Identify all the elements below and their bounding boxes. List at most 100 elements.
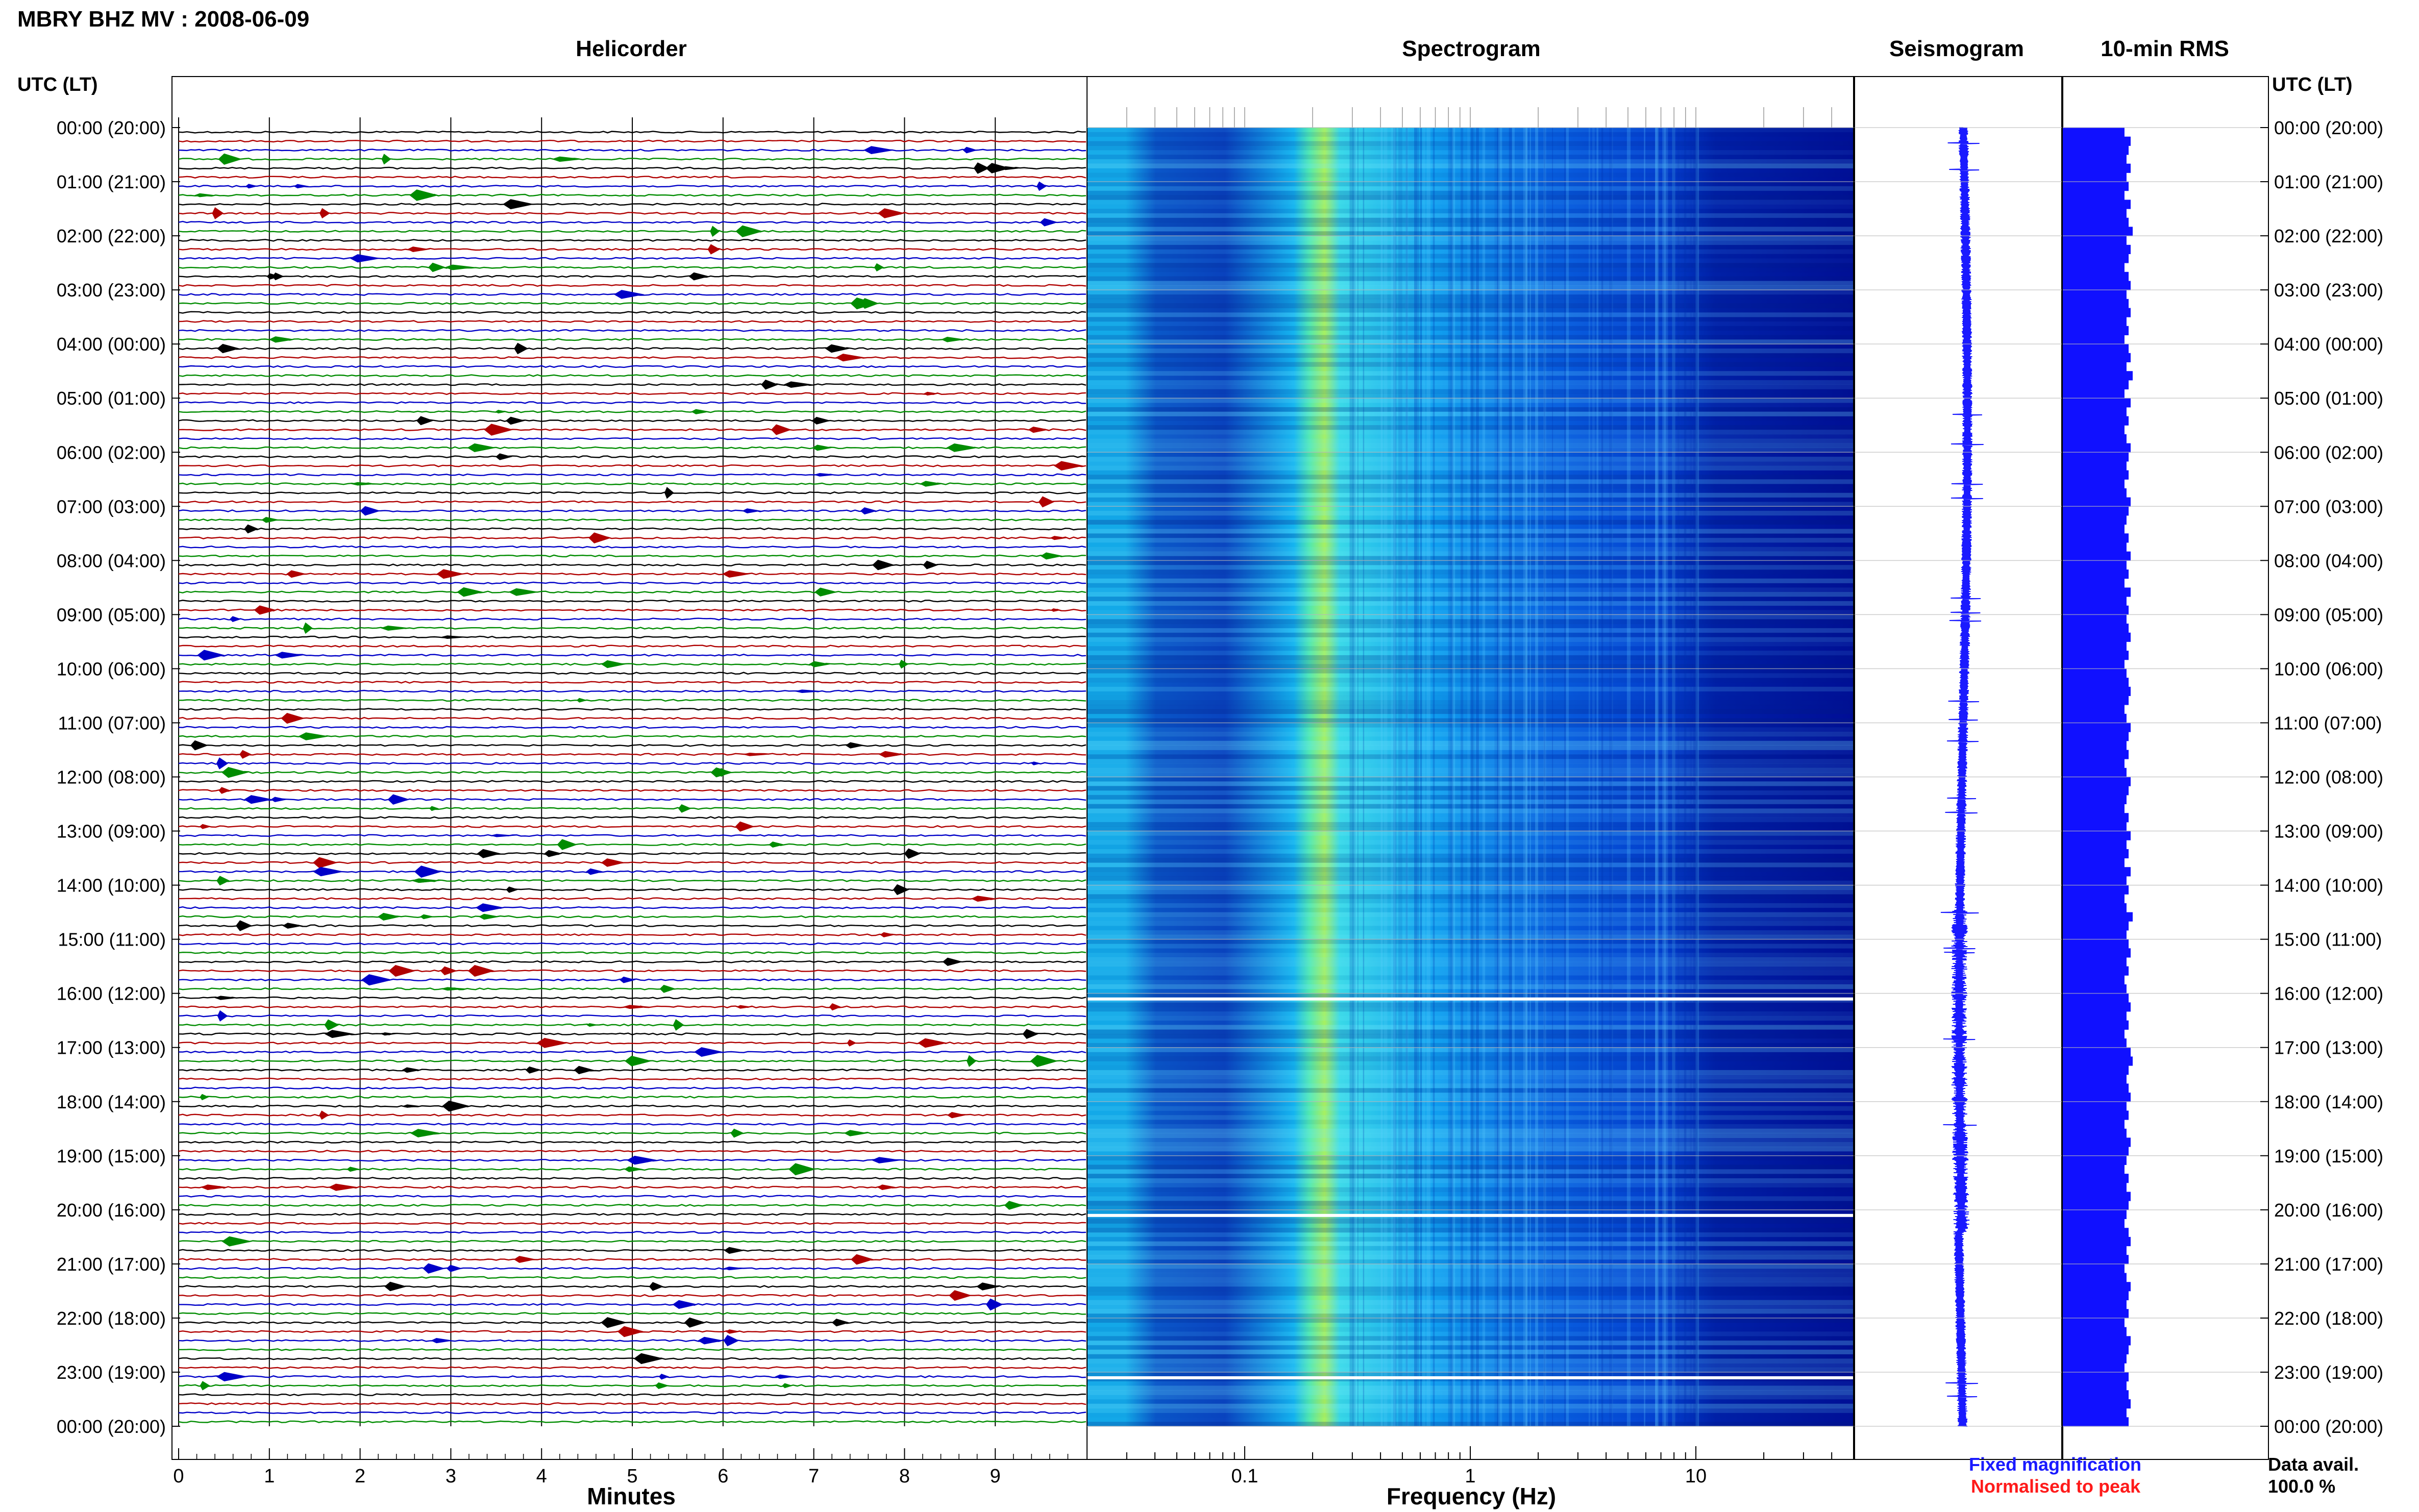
spectrogram-row-stripe bbox=[1087, 845, 1854, 849]
helicorder-trace bbox=[178, 1123, 1087, 1126]
spectrogram-row-stripe bbox=[1087, 587, 1854, 592]
spectrogram-row-stripe bbox=[1087, 132, 1854, 137]
helicorder-event bbox=[381, 154, 391, 165]
spectrogram-row-stripe bbox=[1087, 1142, 1854, 1147]
helicorder-event bbox=[431, 1338, 454, 1344]
rms-bar bbox=[2063, 515, 2127, 525]
helicorder-trace bbox=[178, 185, 1087, 188]
spectrogram-row-stripe bbox=[1087, 506, 1854, 511]
minute-tick-label: 9 bbox=[990, 1466, 1001, 1487]
spectrogram-row-stripe bbox=[1087, 1228, 1854, 1233]
helicorder-trace bbox=[178, 247, 1087, 251]
rms-bar bbox=[2063, 614, 2127, 624]
helicorder-event bbox=[825, 344, 851, 353]
helicorder-event bbox=[723, 1267, 747, 1271]
helicorder-trace bbox=[178, 1096, 1087, 1099]
spectrogram-row-stripe bbox=[1087, 407, 1854, 412]
spectrogram-row-stripe bbox=[1087, 1232, 1854, 1237]
spectrogram-row-stripe bbox=[1087, 1403, 1854, 1408]
time-label-right: 01:00 (21:00) bbox=[2274, 171, 2383, 192]
helicorder-event bbox=[484, 424, 514, 436]
helicorder-trace bbox=[178, 888, 1087, 891]
spectrogram-row-stripe bbox=[1087, 1331, 1854, 1336]
spectrogram-row-stripe bbox=[1087, 155, 1854, 160]
helicorder-event bbox=[735, 225, 763, 237]
rms-bar bbox=[2063, 849, 2129, 859]
helicorder-event bbox=[503, 199, 535, 210]
rms-bar bbox=[2063, 1093, 2131, 1102]
helicorder-event bbox=[1050, 536, 1068, 540]
spectrogram-row-stripe bbox=[1087, 393, 1854, 399]
helicorder-event bbox=[673, 1019, 684, 1031]
helicorder-event bbox=[863, 146, 895, 154]
helicorder-event bbox=[467, 443, 497, 452]
rms-bar bbox=[2063, 362, 2127, 371]
helicorder-event bbox=[723, 1335, 739, 1347]
rms-bar bbox=[2063, 271, 2129, 281]
spectrogram-row-stripe bbox=[1087, 984, 1854, 989]
helicorder-trace bbox=[178, 780, 1087, 783]
helicorder-event bbox=[423, 1263, 446, 1274]
helicorder-trace bbox=[178, 148, 1087, 152]
helicorder-event bbox=[678, 804, 692, 813]
rms-bar bbox=[2063, 696, 2129, 705]
spectrogram-row-stripe bbox=[1087, 1300, 1854, 1305]
helicorder-trace bbox=[179, 708, 1087, 711]
helicorder-trace bbox=[178, 536, 1087, 539]
minute-tick-label: 1 bbox=[264, 1466, 275, 1487]
spectrogram-row-stripe bbox=[1087, 767, 1854, 773]
spectrogram-row-stripe bbox=[1087, 574, 1854, 579]
helicorder-event bbox=[742, 508, 762, 513]
spectrogram-data-gap bbox=[1087, 1213, 1854, 1217]
rms-panel bbox=[2062, 76, 2269, 1460]
spectrogram-row-stripe bbox=[1087, 646, 1854, 651]
helicorder-trace bbox=[178, 789, 1087, 792]
helicorder-trace bbox=[178, 906, 1087, 909]
spectrogram-row-stripe bbox=[1087, 822, 1854, 827]
helicorder-event bbox=[478, 913, 500, 920]
helicorder-trace bbox=[178, 1222, 1087, 1225]
helicorder-event bbox=[244, 524, 259, 534]
bottom-axes: 0 1 2 3 4 5 6 7 8 9 bbox=[173, 1448, 1069, 1487]
spectrogram-row-stripe bbox=[1087, 961, 1854, 966]
helicorder-trace bbox=[178, 933, 1087, 936]
rms-bar bbox=[2063, 668, 2127, 678]
spectrogram-row-stripe bbox=[1087, 1015, 1854, 1021]
rms-bar bbox=[2063, 1336, 2131, 1346]
spectrogram-row-stripe bbox=[1087, 1219, 1854, 1224]
helicorder-trace bbox=[178, 762, 1087, 765]
rms-bar bbox=[2063, 1147, 2129, 1156]
helicorder-trace bbox=[179, 699, 1087, 702]
rms-bar bbox=[2063, 957, 2127, 967]
helicorder-event bbox=[286, 570, 307, 578]
spectrogram-row-stripe bbox=[1087, 547, 1854, 552]
spectrogram-row-stripe bbox=[1087, 921, 1854, 926]
time-label-right: 12:00 (08:00) bbox=[2274, 767, 2383, 788]
spectrogram-row-stripe bbox=[1087, 438, 1854, 443]
spectrogram-row-stripe bbox=[1087, 880, 1854, 885]
spectrogram-row-stripe bbox=[1087, 682, 1854, 687]
spectrogram-row-stripe bbox=[1087, 344, 1854, 349]
helicorder-trace bbox=[178, 672, 1087, 675]
helicorder-event bbox=[508, 588, 540, 596]
rms-bar bbox=[2063, 912, 2133, 922]
spectrogram-data-gap bbox=[1087, 1376, 1854, 1379]
helicorder-event bbox=[236, 920, 253, 931]
time-label-left: 17:00 (13:00) bbox=[57, 1037, 166, 1058]
spectrogram-row-stripe bbox=[1087, 497, 1854, 502]
helicorder-trace bbox=[178, 193, 1087, 197]
helicorder-event bbox=[328, 1183, 359, 1191]
spectrogram-row-stripe bbox=[1087, 1052, 1854, 1057]
helicorder-event bbox=[1054, 461, 1084, 470]
rms-bar bbox=[2063, 136, 2131, 146]
helicorder-event bbox=[245, 184, 258, 189]
helicorder-event bbox=[268, 336, 295, 343]
helicorder-trace bbox=[178, 1321, 1087, 1324]
spectrogram-row-stripe bbox=[1087, 826, 1854, 831]
rms-bar bbox=[2063, 813, 2129, 823]
spectrogram-row-stripe bbox=[1087, 727, 1854, 732]
helicorder-event bbox=[199, 824, 212, 829]
spectrogram-row-stripe bbox=[1087, 1174, 1854, 1179]
helicorder-event bbox=[691, 409, 710, 414]
helicorder-trace bbox=[178, 329, 1087, 332]
